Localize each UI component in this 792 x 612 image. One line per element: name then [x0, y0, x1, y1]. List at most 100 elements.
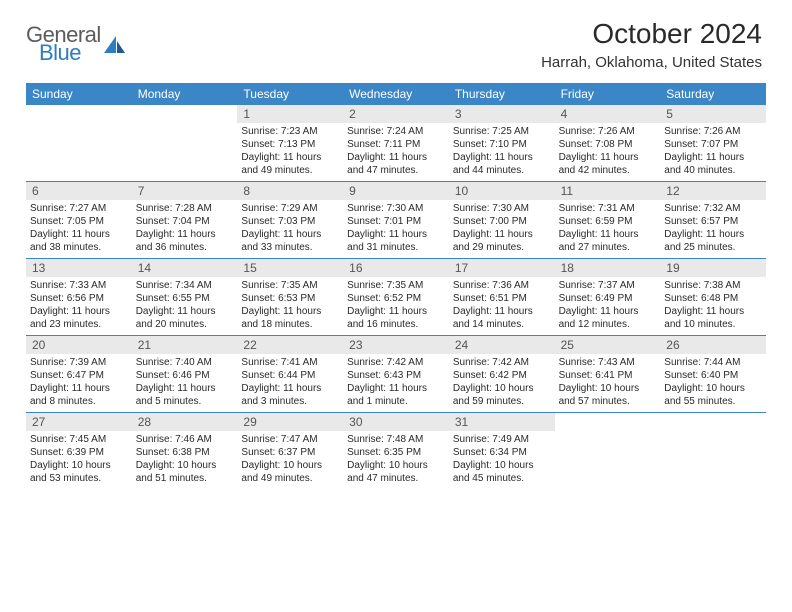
- day-cell: 4Sunrise: 7:26 AMSunset: 7:08 PMDaylight…: [555, 105, 661, 181]
- calendar-page: General Blue October 2024 Harrah, Oklaho…: [0, 0, 792, 509]
- daylight-text: Daylight: 11 hours and 20 minutes.: [136, 305, 234, 331]
- sunrise-text: Sunrise: 7:39 AM: [30, 356, 128, 369]
- daylight-text: Daylight: 10 hours and 53 minutes.: [30, 459, 128, 485]
- weekday-header: Thursday: [449, 83, 555, 105]
- daylight-text: Daylight: 10 hours and 47 minutes.: [347, 459, 445, 485]
- page-header: General Blue October 2024 Harrah, Oklaho…: [26, 18, 766, 71]
- day-body: Sunrise: 7:35 AMSunset: 6:53 PMDaylight:…: [237, 277, 343, 335]
- sunrise-text: Sunrise: 7:28 AM: [136, 202, 234, 215]
- sunrise-text: Sunrise: 7:35 AM: [241, 279, 339, 292]
- sunrise-text: Sunrise: 7:30 AM: [347, 202, 445, 215]
- day-body: Sunrise: 7:49 AMSunset: 6:34 PMDaylight:…: [449, 431, 555, 489]
- daylight-text: Daylight: 11 hours and 5 minutes.: [136, 382, 234, 408]
- day-body: Sunrise: 7:24 AMSunset: 7:11 PMDaylight:…: [343, 123, 449, 181]
- sunrise-text: Sunrise: 7:33 AM: [30, 279, 128, 292]
- sunset-text: Sunset: 6:59 PM: [559, 215, 657, 228]
- day-cell: 18 Sunrise: 7:37 AMSunset: 6:49 PMDayligh…: [555, 259, 661, 335]
- day-body: Sunrise: 7:41 AMSunset: 6:44 PMDaylight:…: [237, 354, 343, 412]
- logo: General Blue: [26, 18, 126, 64]
- weekday-header: Wednesday: [343, 83, 449, 105]
- day-cell: 23Sunrise: 7:42 AMSunset: 6:43 PMDayligh…: [343, 336, 449, 412]
- weekday-header: Friday: [555, 83, 661, 105]
- day-body: Sunrise: 7:34 AMSunset: 6:55 PMDaylight:…: [132, 277, 238, 335]
- daylight-text: Daylight: 11 hours and 42 minutes.: [559, 151, 657, 177]
- weeks-container: 1Sunrise: 7:23 AMSunset: 7:13 PMDaylight…: [26, 105, 766, 489]
- day-number: 16: [343, 259, 449, 277]
- day-number: 30: [343, 413, 449, 431]
- day-number: 25: [555, 336, 661, 354]
- sunrise-text: Sunrise: 7:25 AM: [453, 125, 551, 138]
- sunrise-text: Sunrise: 7:37 AM: [559, 279, 657, 292]
- sunrise-text: Sunrise: 7:49 AM: [453, 433, 551, 446]
- day-number: 6: [26, 182, 132, 200]
- sunset-text: Sunset: 6:47 PM: [30, 369, 128, 382]
- weekday-header-row: SundayMondayTuesdayWednesdayThursdayFrid…: [26, 83, 766, 105]
- weekday-header: Monday: [132, 83, 238, 105]
- daylight-text: Daylight: 11 hours and 23 minutes.: [30, 305, 128, 331]
- daylight-text: Daylight: 11 hours and 47 minutes.: [347, 151, 445, 177]
- day-number: 31: [449, 413, 555, 431]
- day-cell: 28Sunrise: 7:46 AMSunset: 6:38 PMDayligh…: [132, 413, 238, 489]
- day-body: Sunrise: 7:45 AMSunset: 6:39 PMDaylight:…: [26, 431, 132, 489]
- weekday-header: Saturday: [660, 83, 766, 105]
- month-title: October 2024: [541, 18, 762, 50]
- sunset-text: Sunset: 6:49 PM: [559, 292, 657, 305]
- day-cell: 26Sunrise: 7:44 AMSunset: 6:40 PMDayligh…: [660, 336, 766, 412]
- day-body: Sunrise: 7:40 AMSunset: 6:46 PMDaylight:…: [132, 354, 238, 412]
- daylight-text: Daylight: 10 hours and 45 minutes.: [453, 459, 551, 485]
- sunrise-text: Sunrise: 7:38 AM: [664, 279, 762, 292]
- day-body: Sunrise: 7:26 AMSunset: 7:08 PMDaylight:…: [555, 123, 661, 181]
- day-cell: 13Sunrise: 7:33 AMSunset: 6:56 PMDayligh…: [26, 259, 132, 335]
- daylight-text: Daylight: 11 hours and 14 minutes.: [453, 305, 551, 331]
- day-number: 17: [449, 259, 555, 277]
- title-block: October 2024 Harrah, Oklahoma, United St…: [541, 18, 766, 71]
- day-cell: 19Sunrise: 7:38 AMSunset: 6:48 PMDayligh…: [660, 259, 766, 335]
- sunrise-text: Sunrise: 7:36 AM: [453, 279, 551, 292]
- day-body: Sunrise: 7:42 AMSunset: 6:43 PMDaylight:…: [343, 354, 449, 412]
- day-cell: 29Sunrise: 7:47 AMSunset: 6:37 PMDayligh…: [237, 413, 343, 489]
- empty-day-cell: [132, 105, 238, 181]
- daylight-text: Daylight: 11 hours and 27 minutes.: [559, 228, 657, 254]
- daylight-text: Daylight: 11 hours and 36 minutes.: [136, 228, 234, 254]
- day-cell: 20Sunrise: 7:39 AMSunset: 6:47 PMDayligh…: [26, 336, 132, 412]
- week-row: 13Sunrise: 7:33 AMSunset: 6:56 PMDayligh…: [26, 259, 766, 336]
- sunset-text: Sunset: 7:01 PM: [347, 215, 445, 228]
- day-body: Sunrise: 7:23 AMSunset: 7:13 PMDaylight:…: [237, 123, 343, 181]
- day-body: Sunrise: 7:31 AMSunset: 6:59 PMDaylight:…: [555, 200, 661, 258]
- daylight-text: Daylight: 11 hours and 18 minutes.: [241, 305, 339, 331]
- sunset-text: Sunset: 6:51 PM: [453, 292, 551, 305]
- sunrise-text: Sunrise: 7:35 AM: [347, 279, 445, 292]
- sunset-text: Sunset: 6:38 PM: [136, 446, 234, 459]
- day-number: 26: [660, 336, 766, 354]
- day-body: Sunrise: 7:27 AMSunset: 7:05 PMDaylight:…: [26, 200, 132, 258]
- daylight-text: Daylight: 11 hours and 40 minutes.: [664, 151, 762, 177]
- daylight-text: Daylight: 11 hours and 12 minutes.: [559, 305, 657, 331]
- day-number: 28: [132, 413, 238, 431]
- day-cell: 17 Sunrise: 7:36 AMSunset: 6:51 PMDayligh…: [449, 259, 555, 335]
- sunrise-text: Sunrise: 7:47 AM: [241, 433, 339, 446]
- day-number: 18: [555, 259, 661, 277]
- sunset-text: Sunset: 7:08 PM: [559, 138, 657, 151]
- sunset-text: Sunset: 7:04 PM: [136, 215, 234, 228]
- day-number: 19: [660, 259, 766, 277]
- daylight-text: Daylight: 10 hours and 59 minutes.: [453, 382, 551, 408]
- day-number: 14: [132, 259, 238, 277]
- daylight-text: Daylight: 11 hours and 33 minutes.: [241, 228, 339, 254]
- empty-day-cell: [26, 105, 132, 181]
- daylight-text: Daylight: 10 hours and 51 minutes.: [136, 459, 234, 485]
- weekday-header: Sunday: [26, 83, 132, 105]
- weekday-header: Tuesday: [237, 83, 343, 105]
- sunset-text: Sunset: 7:03 PM: [241, 215, 339, 228]
- sunrise-text: Sunrise: 7:26 AM: [559, 125, 657, 138]
- sunrise-text: Sunrise: 7:41 AM: [241, 356, 339, 369]
- day-number: 13: [26, 259, 132, 277]
- daylight-text: Daylight: 11 hours and 8 minutes.: [30, 382, 128, 408]
- day-body: Sunrise: 7:43 AMSunset: 6:41 PMDaylight:…: [555, 354, 661, 412]
- day-cell: 21Sunrise: 7:40 AMSunset: 6:46 PMDayligh…: [132, 336, 238, 412]
- sunrise-text: Sunrise: 7:24 AM: [347, 125, 445, 138]
- day-cell: 3Sunrise: 7:25 AMSunset: 7:10 PMDaylight…: [449, 105, 555, 181]
- day-body: Sunrise: 7:26 AMSunset: 7:07 PMDaylight:…: [660, 123, 766, 181]
- sunset-text: Sunset: 7:10 PM: [453, 138, 551, 151]
- day-body: Sunrise: 7:38 AMSunset: 6:48 PMDaylight:…: [660, 277, 766, 335]
- day-cell: 31Sunrise: 7:49 AMSunset: 6:34 PMDayligh…: [449, 413, 555, 489]
